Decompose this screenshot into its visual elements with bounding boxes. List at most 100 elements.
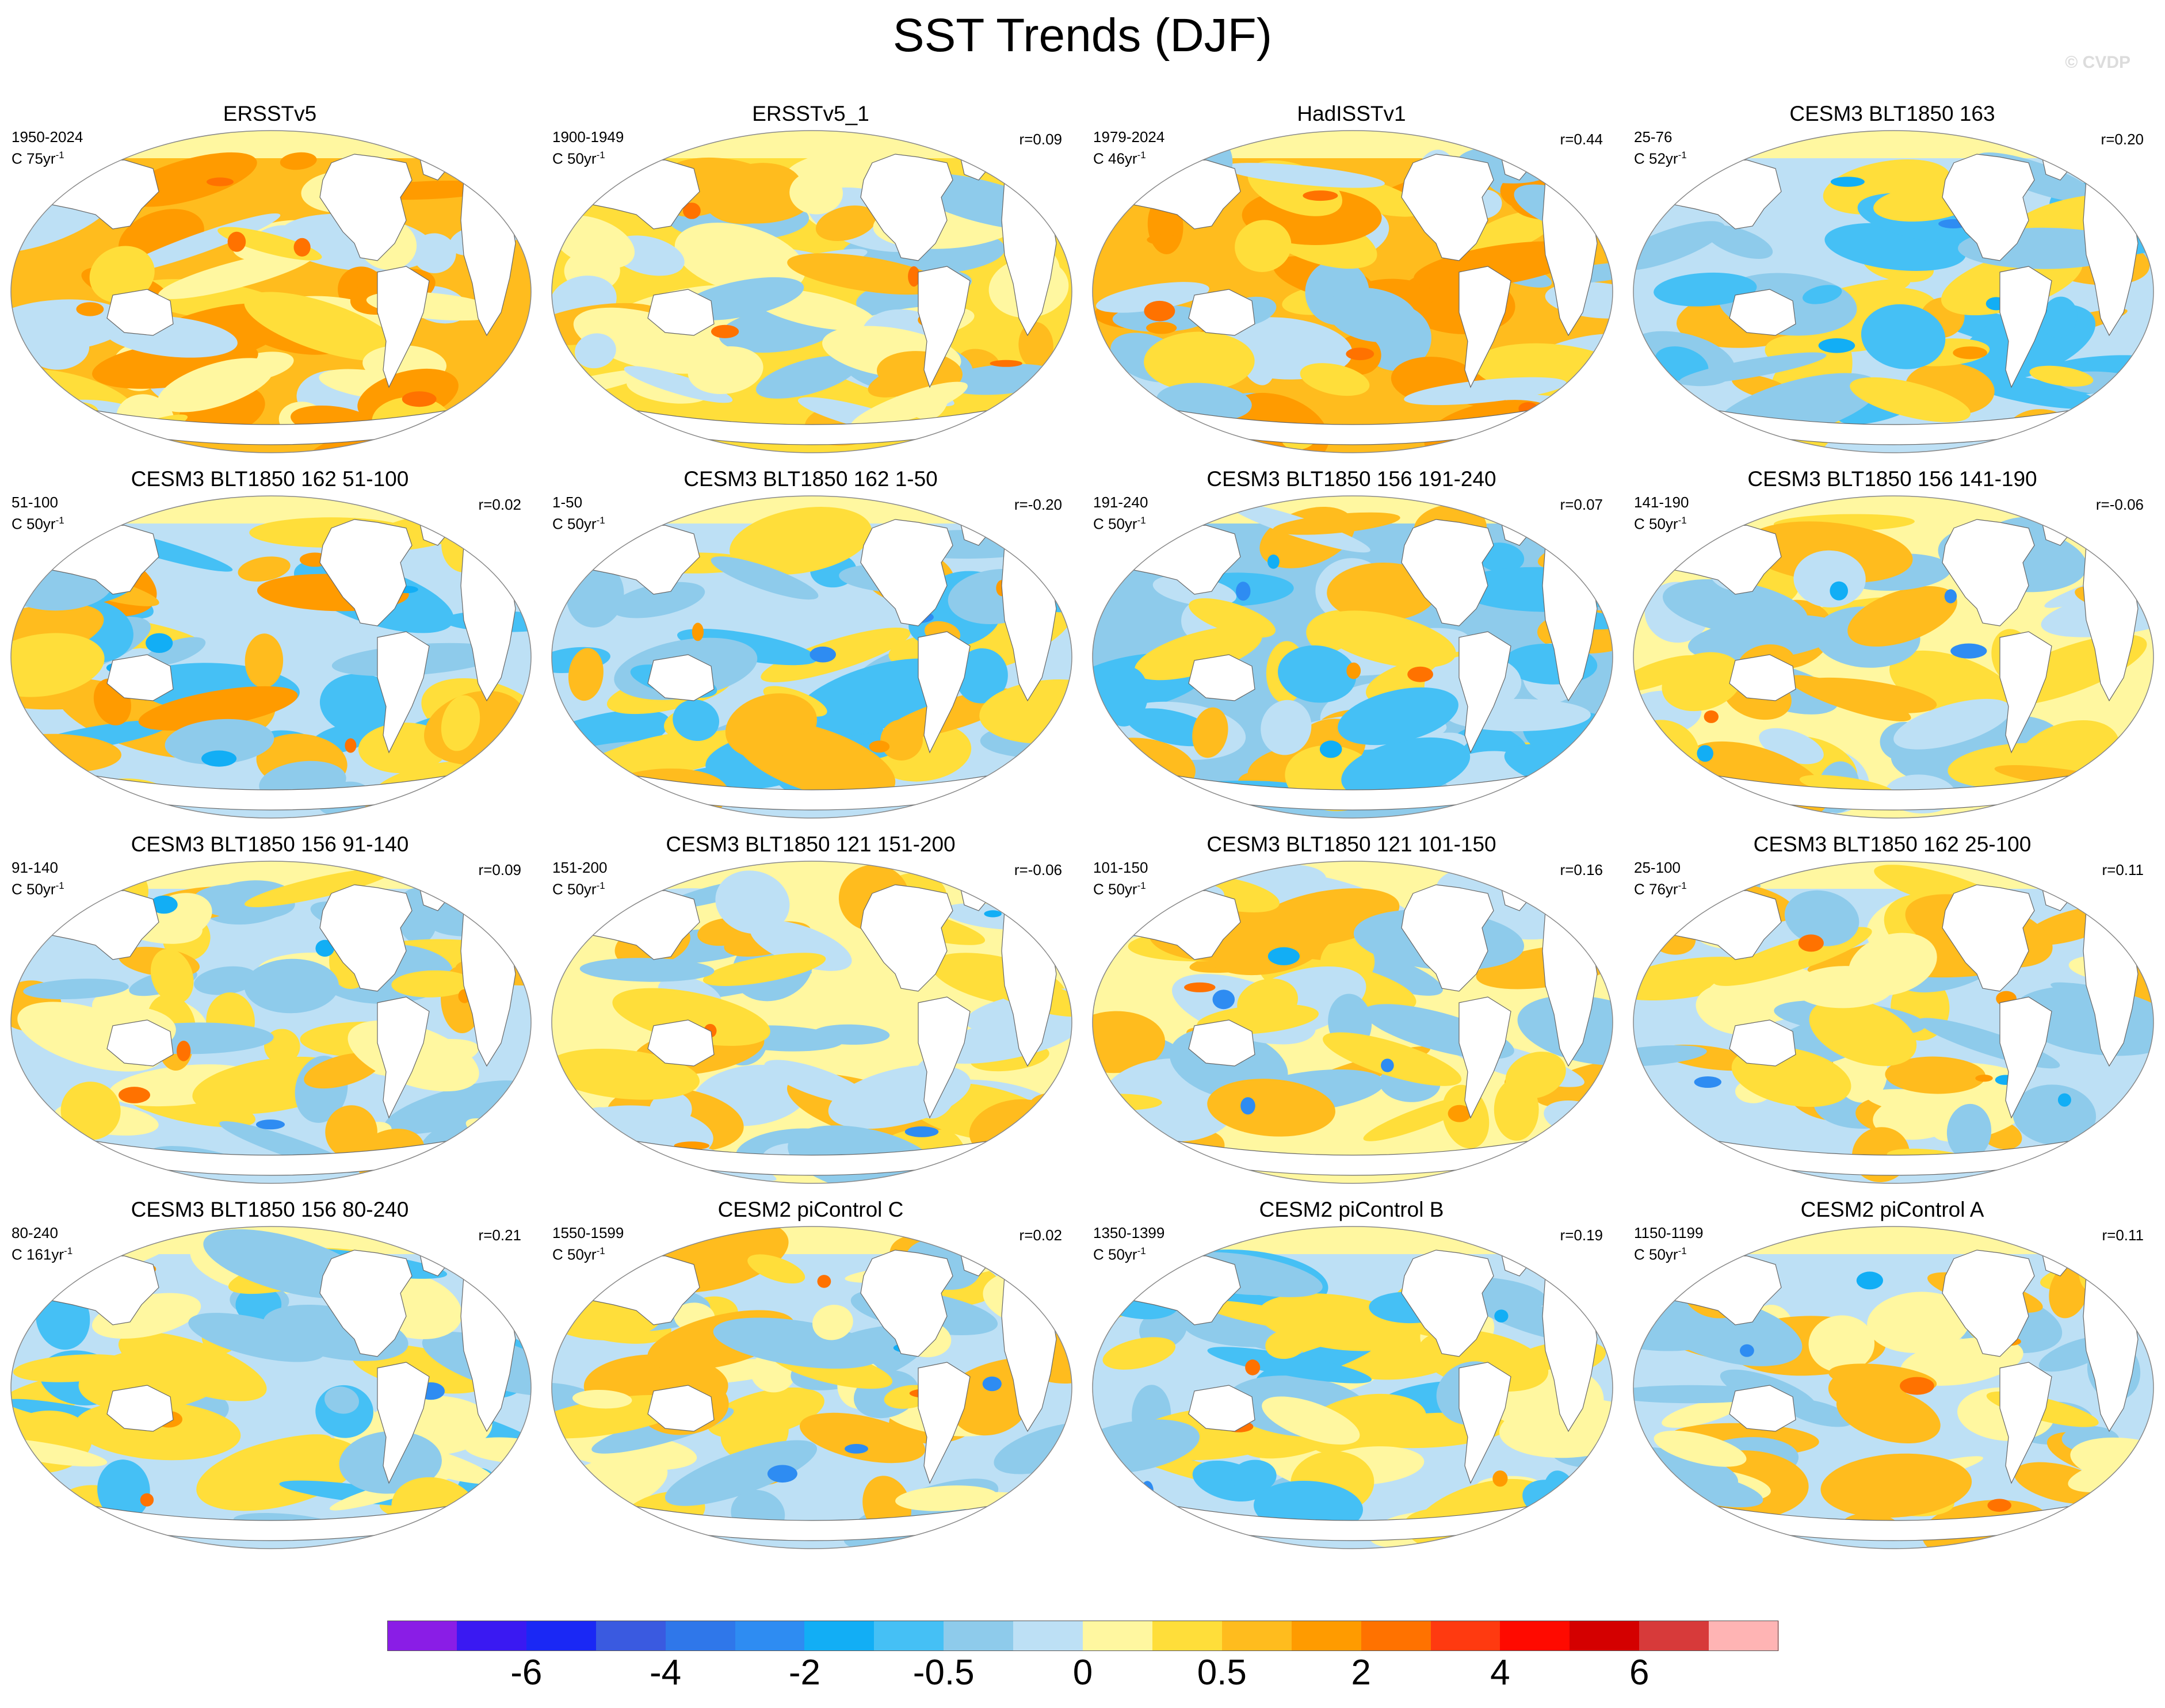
units-label: C 75yr-1 xyxy=(12,146,64,168)
units-text: C 52yr xyxy=(1634,150,1678,167)
pattern-correlation: r=0.20 xyxy=(2101,131,2144,148)
units-exponent: -1 xyxy=(596,515,605,526)
panel-title: ERSSTv5 xyxy=(223,102,317,125)
units-text: C 46yr xyxy=(1093,150,1137,167)
period-label: 141-190 xyxy=(1634,494,1689,511)
pattern-correlation: r=-0.06 xyxy=(2095,496,2144,513)
period-label: 80-240 xyxy=(12,1224,58,1241)
map-panel: HadISSTv1 1979-2024 C 46yr-1 r=0.44 xyxy=(1082,101,1621,463)
map-panel: CESM3 BLT1850 156 141-190 141-190 C 50yr-1… xyxy=(1622,466,2162,828)
panel-title: HadISSTv1 xyxy=(1297,102,1406,125)
units-label: C 52yr-1 xyxy=(1634,146,1687,168)
map-panel: ERSSTv5_1 1900-1949 C 50yr-1 r=0.09 xyxy=(541,101,1080,463)
map-panel: CESM3 BLT1850 162 51-100 51-100 C 50yr-1 r=… xyxy=(0,466,540,828)
units-exponent: -1 xyxy=(596,1245,605,1256)
panel-title: CESM2 piControl B xyxy=(1259,1198,1444,1221)
units-text: C 50yr xyxy=(1093,515,1137,533)
pattern-correlation: r=0.02 xyxy=(1019,1226,1062,1244)
units-text: C 50yr xyxy=(552,1245,597,1263)
units-exponent: -1 xyxy=(55,880,64,891)
map-panel-grid: ERSSTv5 1950-2024 C 75yr-1 ERSSTv5_1 1900-19… xyxy=(0,101,2162,1549)
colorbar-swatch xyxy=(595,1621,666,1651)
colorbar-swatch xyxy=(1361,1621,1431,1651)
units-text: C 50yr xyxy=(1634,515,1678,533)
sst-trend-map xyxy=(10,495,532,819)
sst-trend-map xyxy=(10,861,532,1184)
panel-title: CESM3 BLT1850 162 1-50 xyxy=(684,467,938,491)
units-label: C 50yr-1 xyxy=(1634,511,1687,533)
period-label: 1550-1599 xyxy=(552,1224,624,1241)
colorbar-swatch xyxy=(804,1621,875,1651)
units-label: C 76yr-1 xyxy=(1634,877,1687,899)
sst-trend-map xyxy=(1633,130,2154,453)
period-label: 191-240 xyxy=(1093,494,1148,511)
units-exponent: -1 xyxy=(596,150,605,161)
pattern-correlation: r=0.09 xyxy=(478,861,521,878)
units-label: C 50yr-1 xyxy=(1634,1242,1687,1264)
period-label: 51-100 xyxy=(12,494,58,511)
period-label: 91-140 xyxy=(12,859,58,876)
map-panel: CESM2 piControl C 1550-1599 C 50yr-1 r=0.02 xyxy=(541,1197,1080,1559)
period-label: 1950-2024 xyxy=(12,128,83,146)
colorbar-tick-label: 0.5 xyxy=(1197,1653,1247,1692)
units-label: C 161yr-1 xyxy=(12,1242,72,1264)
units-label: C 46yr-1 xyxy=(1093,146,1146,168)
pattern-correlation: r=0.21 xyxy=(478,1226,521,1244)
cvdp-credit: © CVDP xyxy=(2065,53,2130,72)
map-panel: CESM3 BLT1850 156 91-140 91-140 C 50yr-1 r=… xyxy=(0,831,540,1194)
sst-trend-map xyxy=(551,861,1072,1184)
colorbar-swatch xyxy=(456,1621,527,1651)
panel-title: CESM3 BLT1850 156 91-140 xyxy=(131,832,409,856)
colorbar-swatch xyxy=(735,1621,805,1651)
sst-trend-map xyxy=(10,1226,532,1549)
sst-trend-map xyxy=(1092,1226,1613,1549)
panel-title: CESM3 BLT1850 156 141-190 xyxy=(1747,467,2037,491)
panel-title: CESM3 BLT1850 163 xyxy=(1789,102,1995,125)
colorbar-tick-label: -4 xyxy=(650,1653,682,1692)
colorbar-swatch xyxy=(1639,1621,1709,1651)
sst-trend-map xyxy=(551,1226,1072,1549)
units-text: C 50yr xyxy=(1093,1245,1137,1263)
colorbar-tick-label: 0 xyxy=(1072,1653,1093,1692)
map-panel: CESM3 BLT1850 162 1-50 1-50 C 50yr-1 r=-0.2… xyxy=(541,466,1080,828)
sst-trend-map xyxy=(1092,495,1613,819)
colorbar-tick-label: -6 xyxy=(510,1653,543,1692)
figure-title: SST Trends (DJF) xyxy=(892,9,1273,62)
colorbar-tick-label: -0.5 xyxy=(912,1653,975,1692)
sst-trend-map xyxy=(1092,130,1613,453)
units-text: C 50yr xyxy=(552,150,597,167)
units-exponent: -1 xyxy=(55,515,64,526)
units-label: C 50yr-1 xyxy=(12,511,64,533)
map-panel: CESM3 BLT1850 121 101-150 101-150 C 50yr-1… xyxy=(1082,831,1621,1194)
map-panel: CESM3 BLT1850 163 25-76 C 52yr-1 r=0.20 xyxy=(1622,101,2162,463)
colorbar-swatch xyxy=(874,1621,944,1651)
units-exponent: -1 xyxy=(1137,515,1146,526)
period-label: 25-100 xyxy=(1634,859,1681,876)
units-text: C 50yr xyxy=(552,880,597,898)
colorbar-swatch xyxy=(1013,1621,1083,1651)
panel-title: CESM3 BLT1850 162 25-100 xyxy=(1753,832,2032,856)
units-label: C 50yr-1 xyxy=(12,877,64,899)
units-label: C 50yr-1 xyxy=(552,146,605,168)
units-exponent: -1 xyxy=(1678,880,1687,891)
pattern-correlation: r=0.09 xyxy=(1019,131,1062,148)
panel-title: CESM3 BLT1850 162 51-100 xyxy=(131,467,409,491)
colorbar-swatch xyxy=(1570,1621,1640,1651)
period-label: 151-200 xyxy=(552,859,608,876)
pattern-correlation: r=-0.06 xyxy=(1014,861,1062,878)
sst-trend-map xyxy=(551,130,1072,453)
units-exponent: -1 xyxy=(64,1245,73,1256)
units-exponent: -1 xyxy=(596,880,605,891)
units-text: C 50yr xyxy=(552,515,597,533)
colorbar-tick-label: 2 xyxy=(1351,1653,1371,1692)
period-label: 1979-2024 xyxy=(1093,128,1165,146)
units-text: C 50yr xyxy=(1634,1245,1678,1263)
period-label: 1-50 xyxy=(552,494,583,511)
units-exponent: -1 xyxy=(1678,150,1687,161)
pattern-correlation: r=0.16 xyxy=(1560,861,1603,878)
colorbar-swatch xyxy=(1709,1621,1779,1651)
sst-trend-map xyxy=(1633,1226,2154,1549)
colorbar-tick-label: 6 xyxy=(1629,1653,1649,1692)
units-exponent: -1 xyxy=(1678,515,1687,526)
colorbar-swatch xyxy=(1152,1621,1223,1651)
